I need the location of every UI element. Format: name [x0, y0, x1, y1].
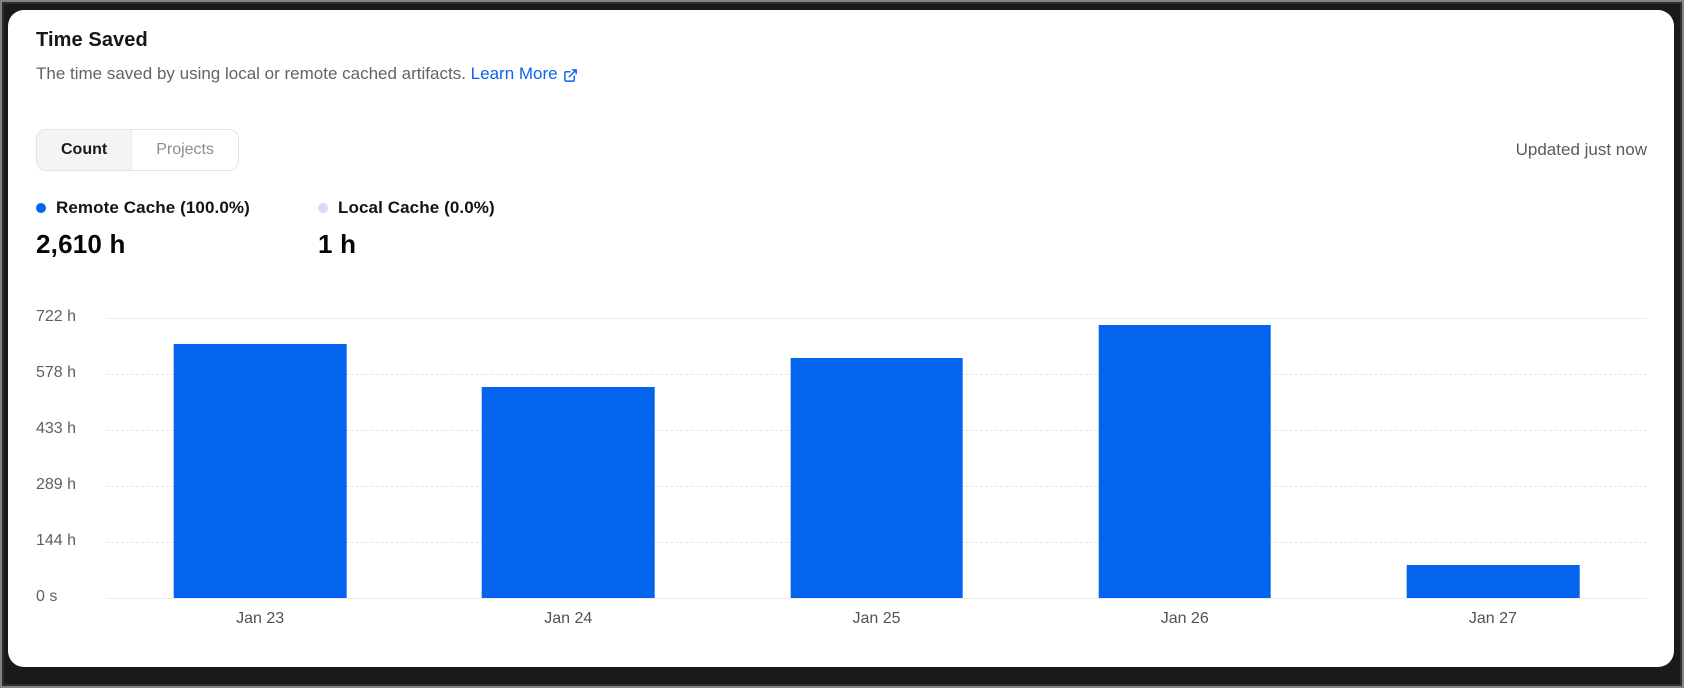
- tab-projects[interactable]: Projects: [131, 130, 238, 170]
- gridline: [106, 598, 1647, 599]
- learn-more-label: Learn More: [470, 64, 558, 83]
- time-saved-bar-chart: 722 h 578 h 433 h 289 h 144 h 0 s: [36, 308, 1647, 605]
- x-axis-label: Jan 24: [544, 610, 593, 627]
- tab-count[interactable]: Count: [37, 130, 132, 170]
- chart-bar-jan-23[interactable]: [173, 343, 347, 598]
- chart-bar-jan-27[interactable]: [1406, 565, 1580, 598]
- chart-bar-jan-25[interactable]: [790, 357, 963, 598]
- x-axis-label: Jan 23: [236, 610, 285, 627]
- x-axis-label: Jan 26: [1160, 610, 1209, 627]
- y-axis-label: 433 h: [36, 420, 77, 438]
- y-axis-label: 722 h: [36, 308, 77, 326]
- bar-band: [1031, 318, 1339, 598]
- y-axis-label: 289 h: [36, 476, 77, 494]
- local-cache-total: 1 h: [318, 229, 357, 259]
- legend-item-local-cache[interactable]: Local Cache (0.0%) 1 h: [318, 198, 600, 260]
- legend-label: Local Cache (0.0%): [338, 198, 495, 217]
- y-axis-label: 144 h: [36, 532, 77, 550]
- bar-band: [414, 318, 722, 598]
- bar-band: [1339, 318, 1647, 598]
- time-saved-card: Time Saved The time saved by using local…: [8, 10, 1674, 667]
- x-axis-label: Jan 25: [852, 610, 901, 627]
- remote-cache-total: 2,610 h: [36, 229, 126, 259]
- bars-area: [106, 318, 1647, 598]
- chart-bar-jan-24[interactable]: [482, 386, 655, 598]
- bar-band: [106, 318, 414, 598]
- chart-legend: Remote Cache (100.0%) 2,610 h Local Cach…: [36, 198, 1647, 260]
- toolbar: Count Projects Updated just now: [36, 129, 1647, 171]
- description-text: The time saved by using local or remote …: [36, 64, 466, 83]
- chart-bar-jan-26[interactable]: [1098, 324, 1271, 598]
- view-tab-group: Count Projects: [36, 129, 239, 171]
- remote-cache-dot-icon: [36, 203, 46, 213]
- y-axis-label: 0 s: [36, 588, 58, 606]
- legend-item-remote-cache[interactable]: Remote Cache (100.0%) 2,610 h: [36, 198, 318, 260]
- external-link-icon: [563, 67, 578, 82]
- card-description: The time saved by using local or remote …: [36, 63, 1647, 84]
- bar-band: [722, 318, 1030, 598]
- gridline: [106, 318, 1647, 319]
- page-title: Time Saved: [36, 29, 148, 51]
- legend-label: Remote Cache (100.0%): [56, 198, 250, 217]
- learn-more-link[interactable]: Learn More: [471, 63, 578, 84]
- x-axis-label: Jan 27: [1468, 610, 1517, 627]
- updated-status: Updated just now: [1515, 140, 1647, 159]
- y-axis-label: 578 h: [36, 363, 77, 381]
- x-axis: Jan 23 Jan 24 Jan 25 Jan 26 Jan 27: [106, 610, 1647, 628]
- local-cache-dot-icon: [318, 203, 328, 213]
